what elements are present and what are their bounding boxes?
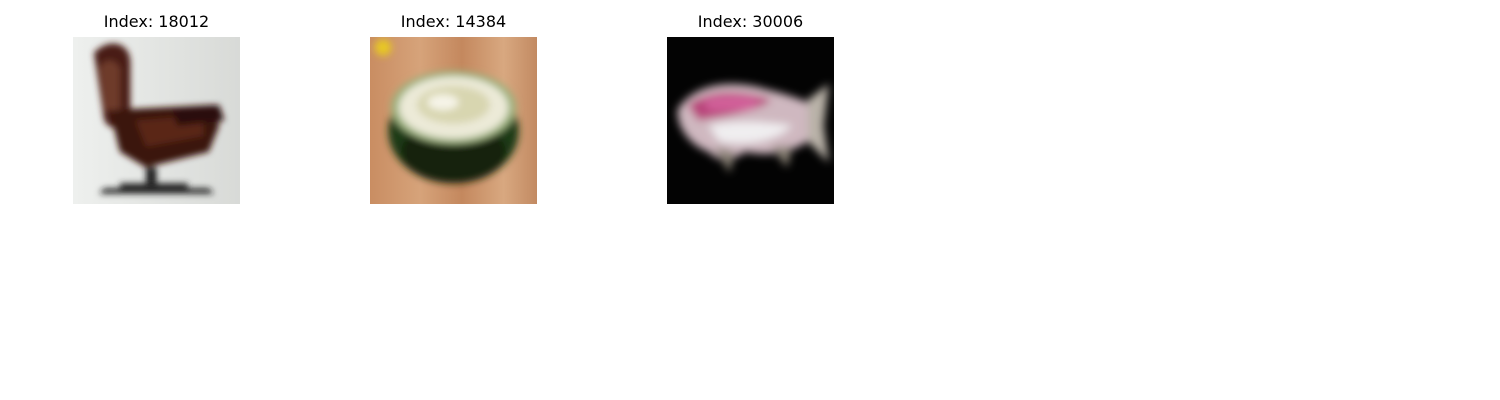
fruit-image [370, 37, 537, 204]
panel-3: Index: 30006 [667, 12, 834, 204]
panel-1-image [73, 37, 240, 204]
panel-1-title: Index: 18012 [103, 12, 210, 31]
chair-image [73, 37, 240, 204]
panel-2: Index: 14384 [370, 12, 537, 204]
panel-2-title: Index: 14384 [400, 12, 507, 31]
panel-3-title: Index: 30006 [697, 12, 804, 31]
panel-2-image [370, 37, 537, 204]
fish-image [667, 37, 834, 204]
panel-1: Index: 18012 [73, 12, 240, 204]
panel-3-image [667, 37, 834, 204]
